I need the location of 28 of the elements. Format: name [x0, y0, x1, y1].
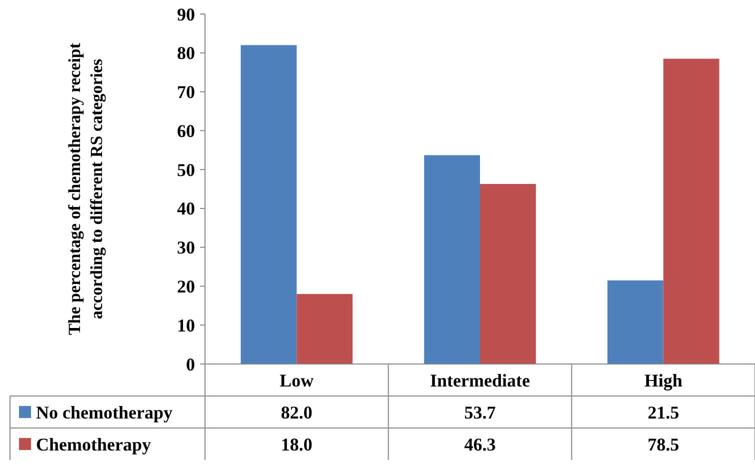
- x-tick-label: Intermediate: [430, 370, 530, 390]
- data-label: 82.0: [280, 402, 312, 422]
- y-tick-label: 60: [177, 120, 195, 141]
- y-tick-label: 50: [177, 160, 195, 180]
- y-axis-title: The percentage of chemotherapy receipt according to different RS categories: [65, 42, 106, 336]
- y-tick-label: 20: [177, 276, 195, 297]
- y-tick-label: 10: [177, 315, 195, 336]
- bar: [296, 294, 353, 364]
- bar: [240, 45, 297, 364]
- y-tick-label: 70: [177, 82, 195, 102]
- legend-label: Chemotherapy: [36, 434, 151, 454]
- data-label: 18.0: [280, 434, 312, 454]
- y-tick-label: 90: [177, 4, 195, 24]
- x-tick-label: High: [644, 370, 682, 390]
- data-label: 78.5: [648, 434, 680, 454]
- y-tick-label: 0: [186, 354, 195, 374]
- data-label: 21.5: [648, 402, 680, 422]
- x-tick-label: Low: [280, 370, 314, 390]
- y-tick-label: 80: [177, 43, 195, 64]
- bar: [663, 58, 720, 364]
- data-label: 53.7: [464, 402, 496, 422]
- y-tick-label: 30: [177, 238, 195, 258]
- bar: [607, 280, 664, 364]
- bar: [424, 155, 480, 364]
- y-tick-label: 40: [177, 198, 195, 219]
- legend-label: No chemotherapy: [36, 402, 172, 422]
- bar: [480, 184, 536, 364]
- data-label: 46.3: [464, 434, 496, 454]
